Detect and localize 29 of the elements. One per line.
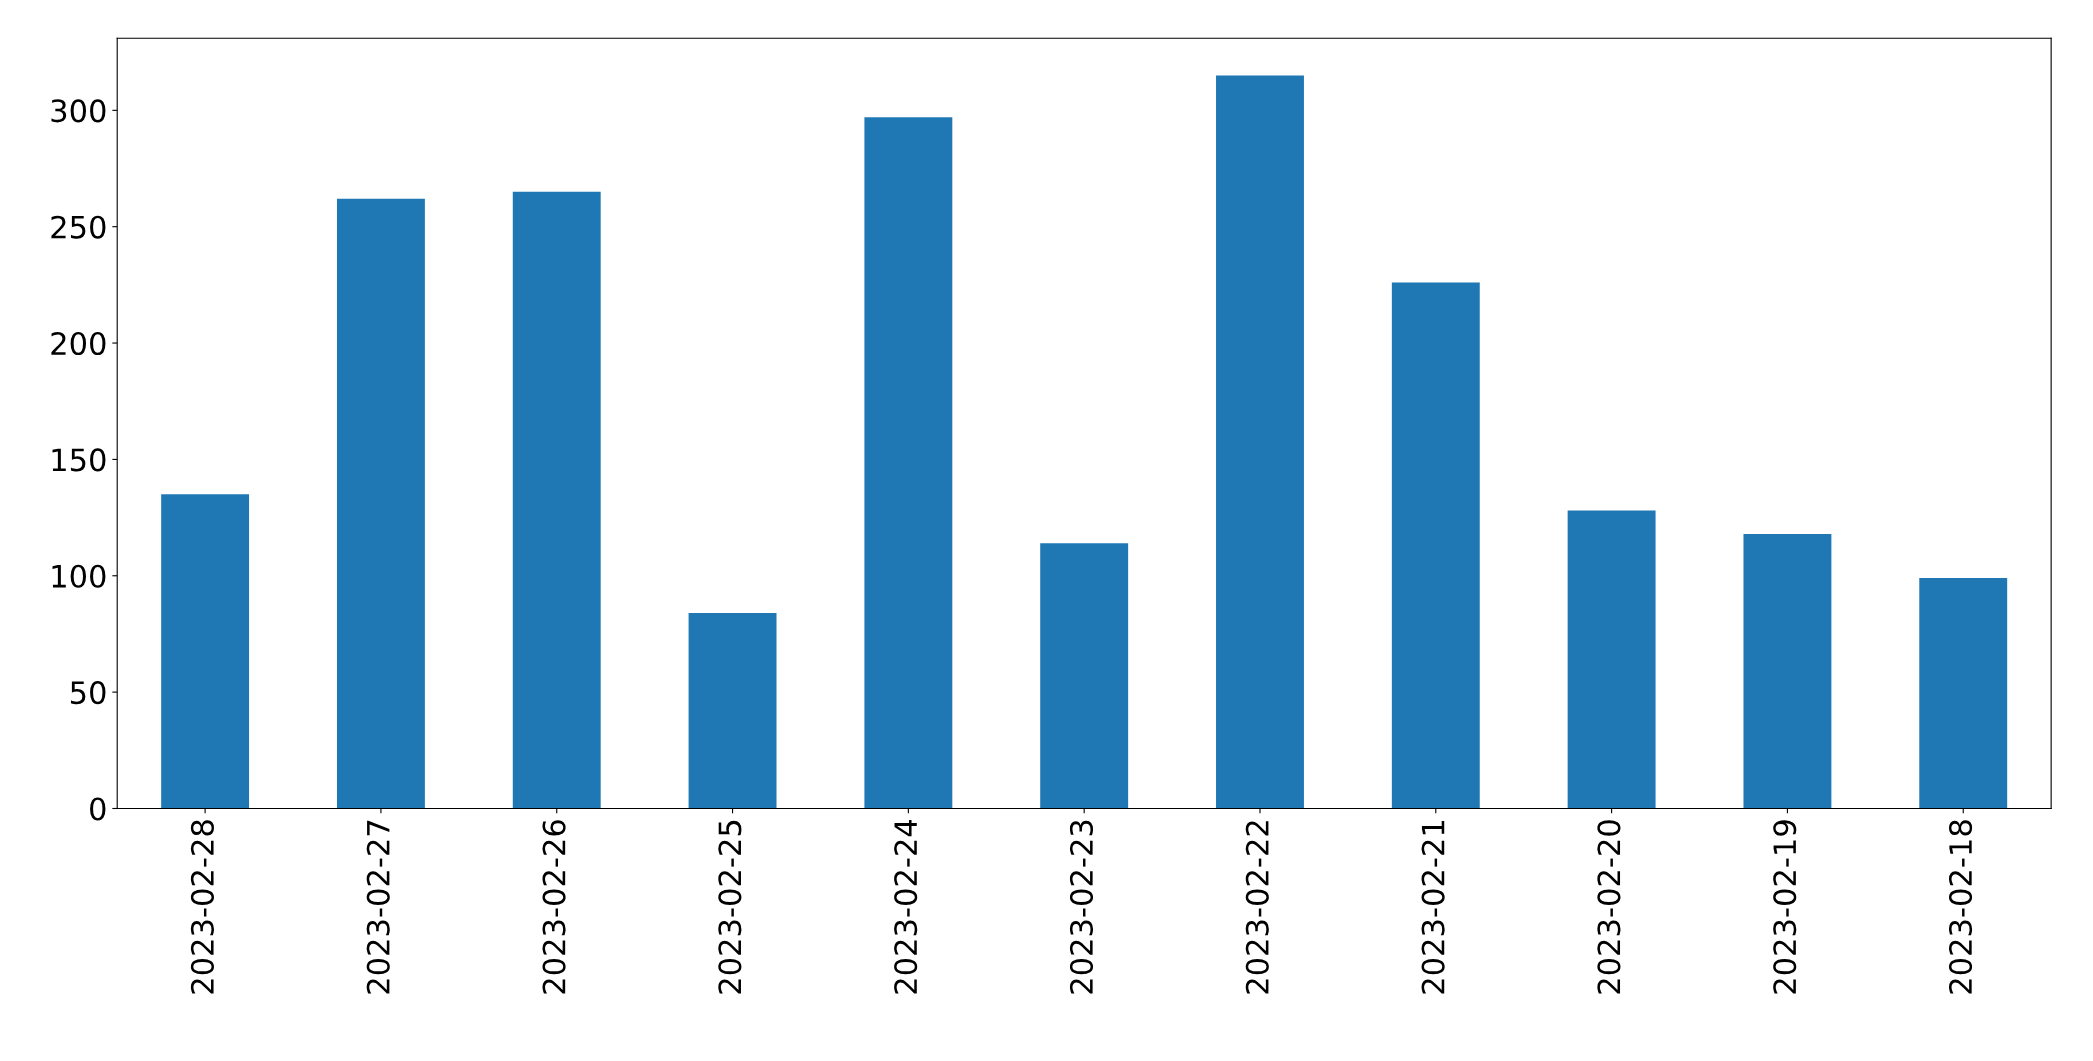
y-tick-label: 100	[52, 564, 106, 588]
bar	[1216, 75, 1304, 809]
x-tick-label: 2023-02-20	[1597, 820, 1621, 994]
x-tick-label: 2023-02-18	[1948, 820, 1973, 994]
bar	[688, 613, 777, 809]
bar	[1919, 578, 2008, 809]
y-tick-label: 50	[70, 681, 106, 705]
bar	[1391, 282, 1480, 809]
y-tick-label: 200	[51, 331, 106, 356]
bar	[336, 198, 425, 809]
x-tick-label: 2023-02-27	[366, 820, 390, 994]
x-tick-label: 2023-02-19	[1773, 820, 1797, 994]
bar	[161, 494, 250, 809]
x-tick-label: 2023-02-23	[1069, 820, 1094, 994]
bar	[864, 117, 953, 809]
bar	[512, 191, 601, 809]
bar	[1567, 510, 1656, 809]
bar	[1743, 533, 1832, 809]
x-tick-label: 2023-02-25	[718, 820, 742, 994]
y-tick-label: 150	[52, 448, 106, 472]
x-tick-label: 2023-02-24	[894, 819, 918, 994]
bar	[1040, 543, 1129, 809]
x-tick-label: 2023-02-21	[1421, 821, 1445, 994]
y-tick-label: 250	[51, 215, 106, 239]
y-tick-label: 0	[90, 797, 106, 821]
x-tick-label: 2023-02-26	[542, 820, 566, 994]
x-tick-label: 2023-02-28	[190, 820, 214, 994]
x-tick-label: 2023-02-22	[1245, 821, 1269, 994]
y-tick-label: 300	[51, 99, 106, 123]
